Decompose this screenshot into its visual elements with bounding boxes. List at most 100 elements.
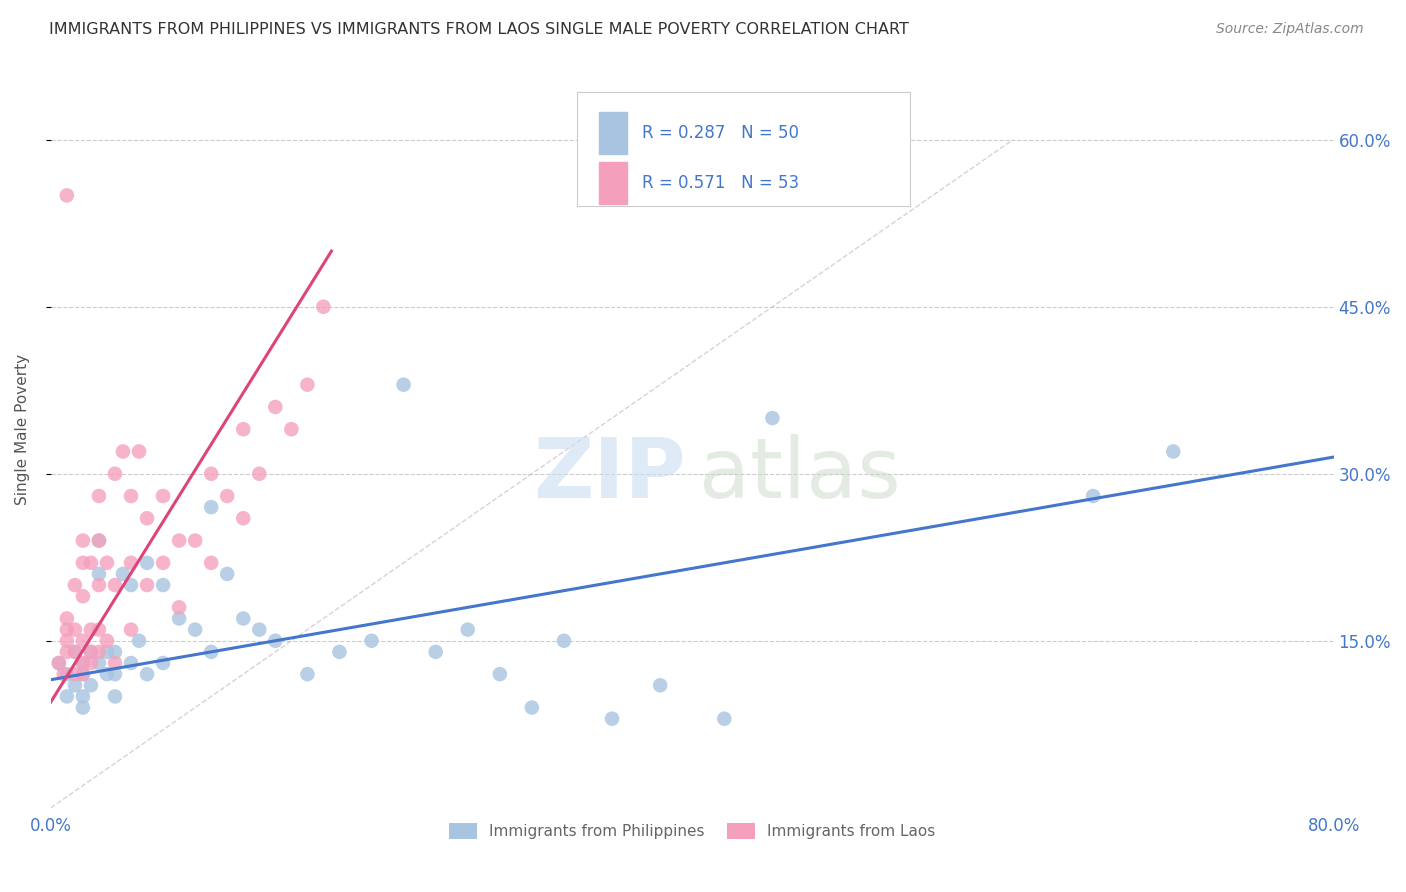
Point	[392, 377, 415, 392]
Point	[217, 489, 239, 503]
Point	[200, 556, 222, 570]
Point	[1081, 489, 1104, 503]
Point	[425, 645, 447, 659]
Point	[152, 556, 174, 570]
Point	[96, 667, 118, 681]
Point	[63, 578, 86, 592]
Point	[72, 690, 94, 704]
Point	[247, 623, 270, 637]
Point	[167, 533, 190, 548]
Point	[650, 678, 672, 692]
Point	[72, 533, 94, 548]
Point	[56, 623, 79, 637]
Text: atlas: atlas	[699, 434, 900, 516]
Point	[104, 667, 127, 681]
Point	[264, 400, 287, 414]
Point	[87, 623, 110, 637]
Point	[48, 656, 70, 670]
Point	[87, 533, 110, 548]
Point	[63, 678, 86, 692]
Point	[104, 656, 127, 670]
Point	[280, 422, 302, 436]
Point	[761, 411, 783, 425]
Point	[120, 656, 142, 670]
Point	[360, 633, 382, 648]
Point	[80, 556, 103, 570]
Point	[136, 578, 159, 592]
Point	[80, 656, 103, 670]
Point	[136, 667, 159, 681]
Point	[136, 556, 159, 570]
Point	[87, 489, 110, 503]
Point	[264, 633, 287, 648]
Point	[80, 645, 103, 659]
Point	[111, 566, 134, 581]
Point	[56, 667, 79, 681]
Point	[713, 712, 735, 726]
Point	[80, 678, 103, 692]
Point	[312, 300, 335, 314]
Point	[184, 623, 207, 637]
Point	[328, 645, 350, 659]
Point	[600, 712, 623, 726]
Point	[87, 656, 110, 670]
Point	[96, 645, 118, 659]
Point	[72, 667, 94, 681]
Point	[87, 566, 110, 581]
Point	[232, 422, 254, 436]
Point	[128, 633, 150, 648]
Point	[553, 633, 575, 648]
Point	[63, 623, 86, 637]
Point	[63, 667, 86, 681]
Point	[152, 578, 174, 592]
Point	[72, 656, 94, 670]
Point	[120, 623, 142, 637]
Point	[56, 633, 79, 648]
Point	[200, 645, 222, 659]
Point	[128, 444, 150, 458]
Point	[72, 700, 94, 714]
Point	[56, 690, 79, 704]
Point	[200, 500, 222, 515]
Point	[104, 467, 127, 481]
Point	[104, 690, 127, 704]
Point	[200, 467, 222, 481]
Text: Source: ZipAtlas.com: Source: ZipAtlas.com	[1216, 22, 1364, 37]
Text: R = 0.287   N = 50: R = 0.287 N = 50	[643, 124, 799, 142]
Point	[52, 667, 75, 681]
Text: R = 0.571   N = 53: R = 0.571 N = 53	[643, 174, 800, 192]
Text: IMMIGRANTS FROM PHILIPPINES VS IMMIGRANTS FROM LAOS SINGLE MALE POVERTY CORRELAT: IMMIGRANTS FROM PHILIPPINES VS IMMIGRANT…	[49, 22, 910, 37]
FancyBboxPatch shape	[576, 92, 910, 206]
Bar	[599, 112, 627, 154]
Point	[96, 556, 118, 570]
Point	[520, 700, 543, 714]
Point	[120, 489, 142, 503]
Point	[297, 377, 319, 392]
Point	[48, 656, 70, 670]
Bar	[599, 162, 627, 204]
Point	[1161, 444, 1184, 458]
Point	[104, 578, 127, 592]
Text: ZIP: ZIP	[533, 434, 686, 516]
Point	[488, 667, 510, 681]
Point	[87, 645, 110, 659]
Point	[56, 611, 79, 625]
Point	[152, 656, 174, 670]
Point	[152, 489, 174, 503]
Point	[72, 667, 94, 681]
Point	[232, 511, 254, 525]
Point	[96, 633, 118, 648]
Point	[80, 645, 103, 659]
Point	[63, 645, 86, 659]
Point	[247, 467, 270, 481]
Point	[217, 566, 239, 581]
Point	[87, 533, 110, 548]
Point	[297, 667, 319, 681]
Point	[184, 533, 207, 548]
Point	[56, 645, 79, 659]
Point	[136, 511, 159, 525]
Point	[72, 589, 94, 603]
Point	[72, 633, 94, 648]
Point	[167, 600, 190, 615]
Point	[232, 611, 254, 625]
